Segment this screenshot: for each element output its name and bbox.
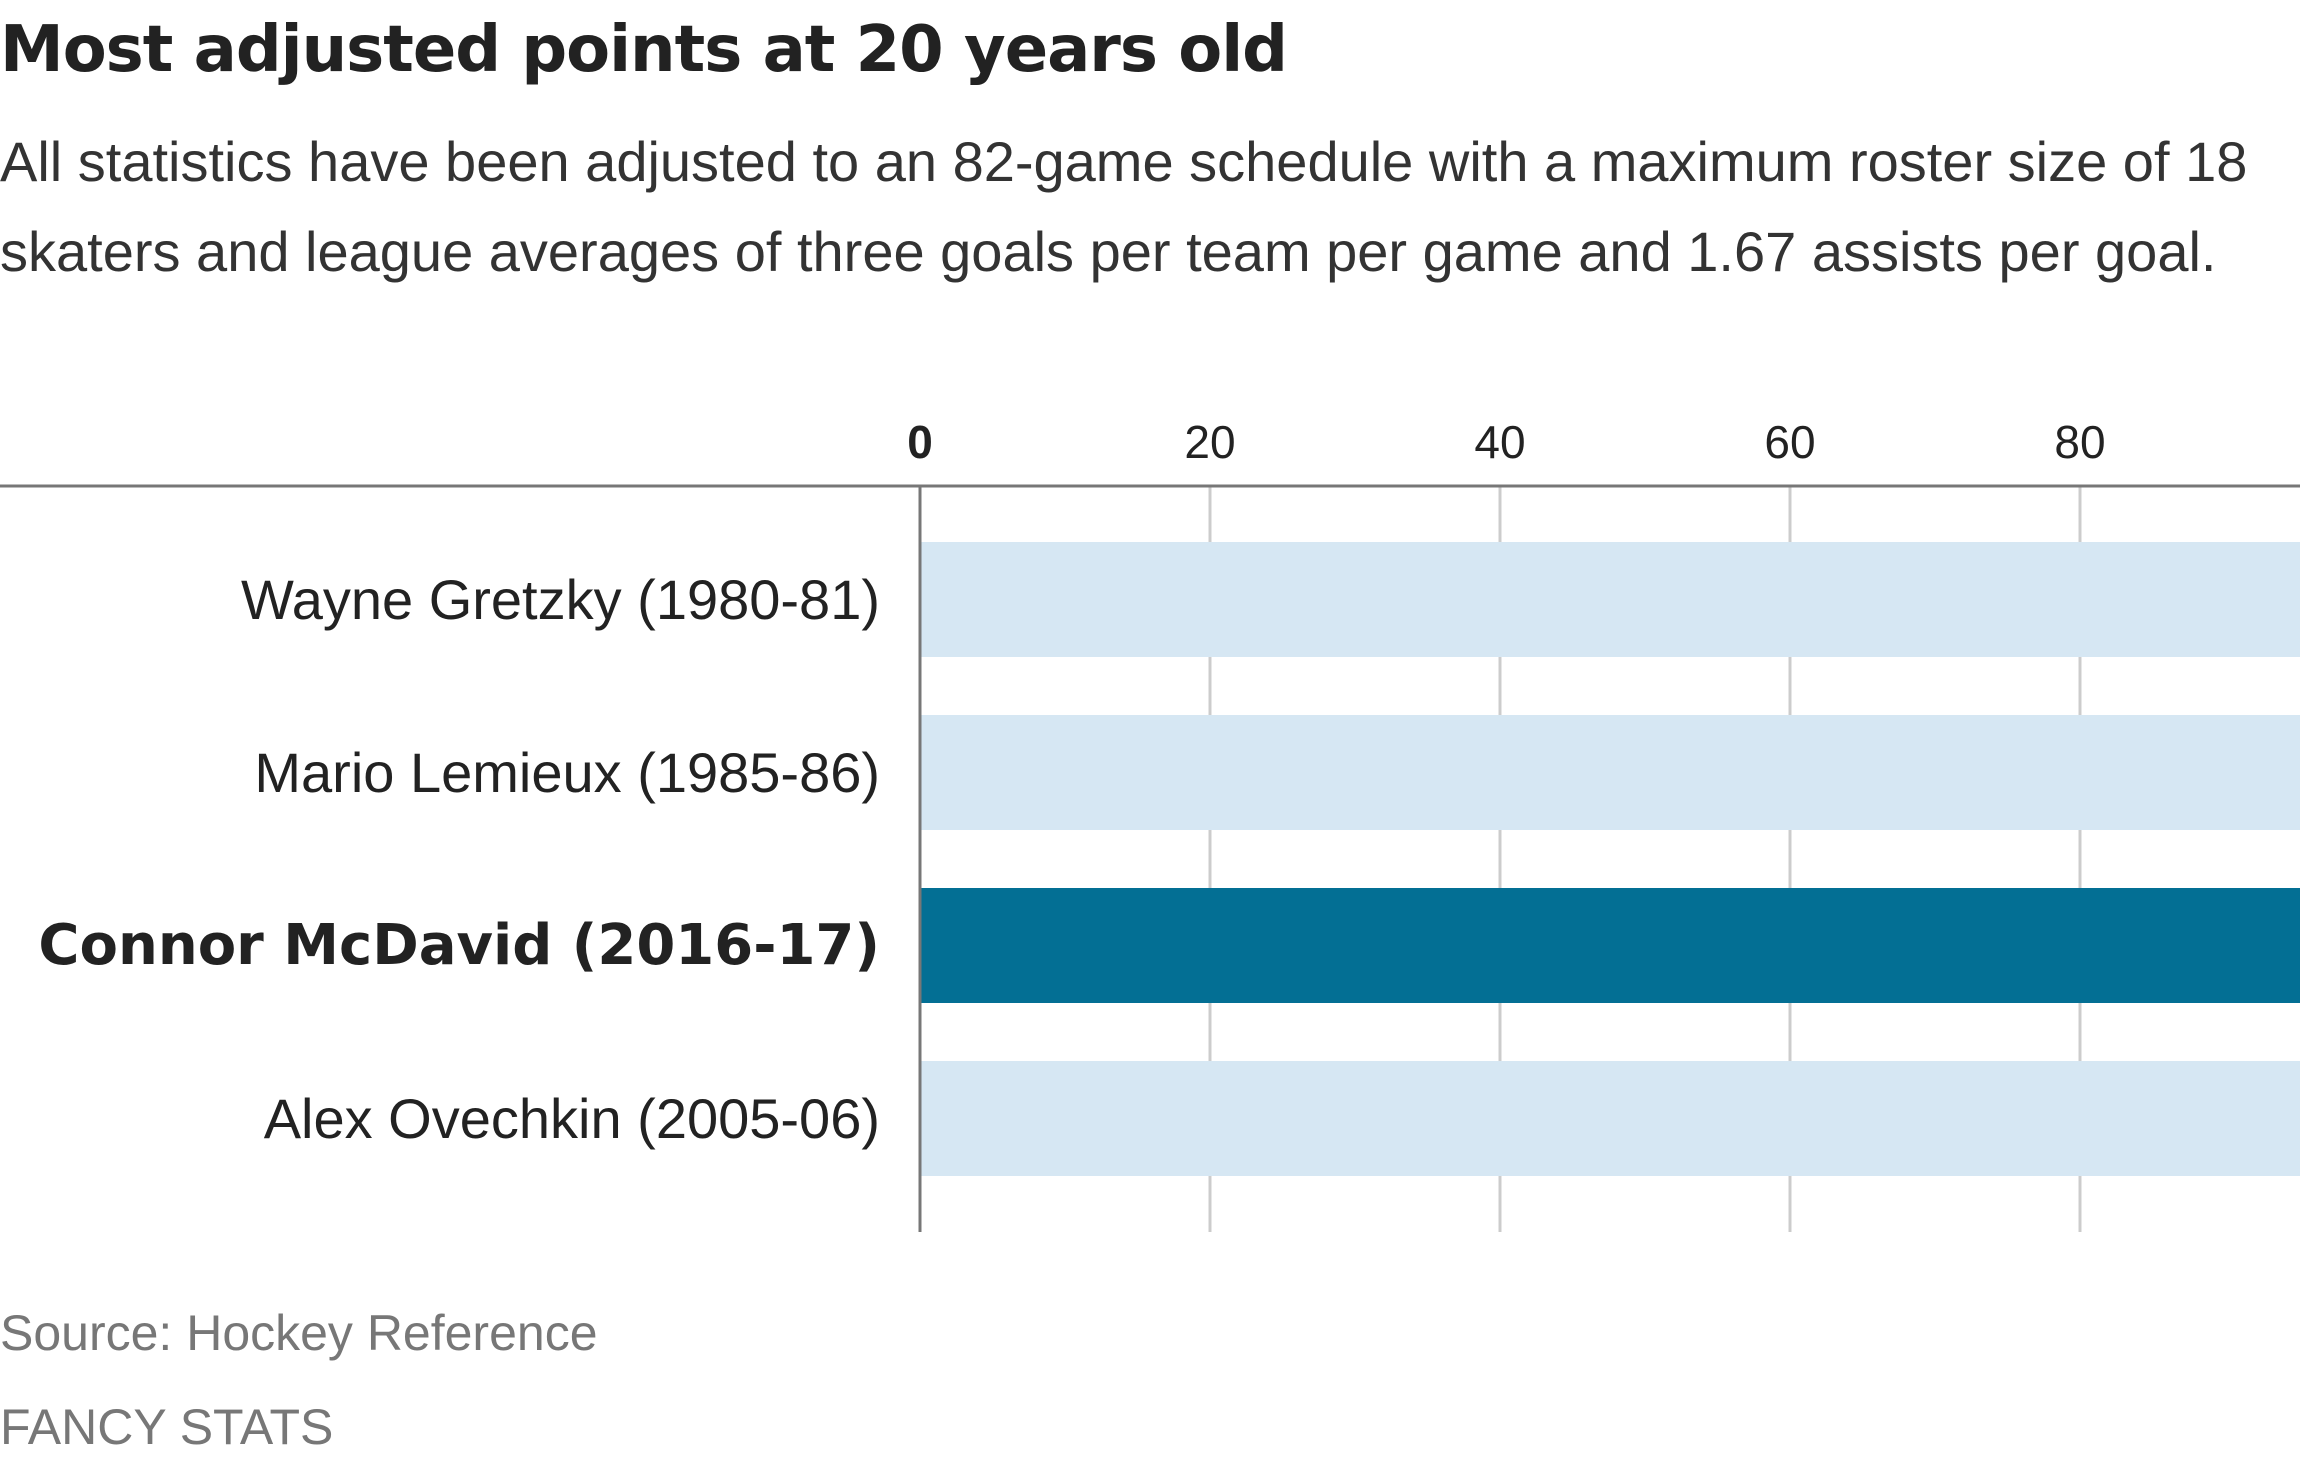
category-label: Wayne Gretzky (1980-81) (241, 568, 880, 631)
bar (920, 542, 2300, 657)
bar (920, 1061, 2300, 1176)
category-label: Mario Lemieux (1985-86) (254, 741, 880, 804)
x-tick-labels: 020406080100120 (907, 416, 2105, 468)
bar (920, 715, 2300, 830)
x-tick-label: 40 (1474, 416, 1525, 468)
x-tick-label: 60 (1764, 416, 1815, 468)
x-tick-label: 0 (907, 416, 933, 468)
category-label: Connor McDavid (2016-17) (38, 913, 880, 978)
chart-subtitle: All statistics have been adjusted to an … (0, 130, 2248, 283)
bars (920, 542, 2300, 1176)
brand-credit: FANCY STATS (0, 1399, 334, 1455)
bar (920, 888, 2300, 1003)
x-tick-label: 80 (2054, 416, 2105, 468)
bar-chart: 020406080100120 Wayne Gretzky (1980-81)M… (0, 416, 2300, 1232)
chart-title: Most adjusted points at 20 years old (0, 13, 1288, 87)
category-labels: Wayne Gretzky (1980-81) Mario Lemieux (19… (38, 568, 880, 1150)
x-tick-label: 20 (1184, 416, 1235, 468)
category-label: Alex Ovechkin (2005-06) (264, 1087, 880, 1150)
source-note: Source: Hockey Reference (0, 1305, 598, 1361)
